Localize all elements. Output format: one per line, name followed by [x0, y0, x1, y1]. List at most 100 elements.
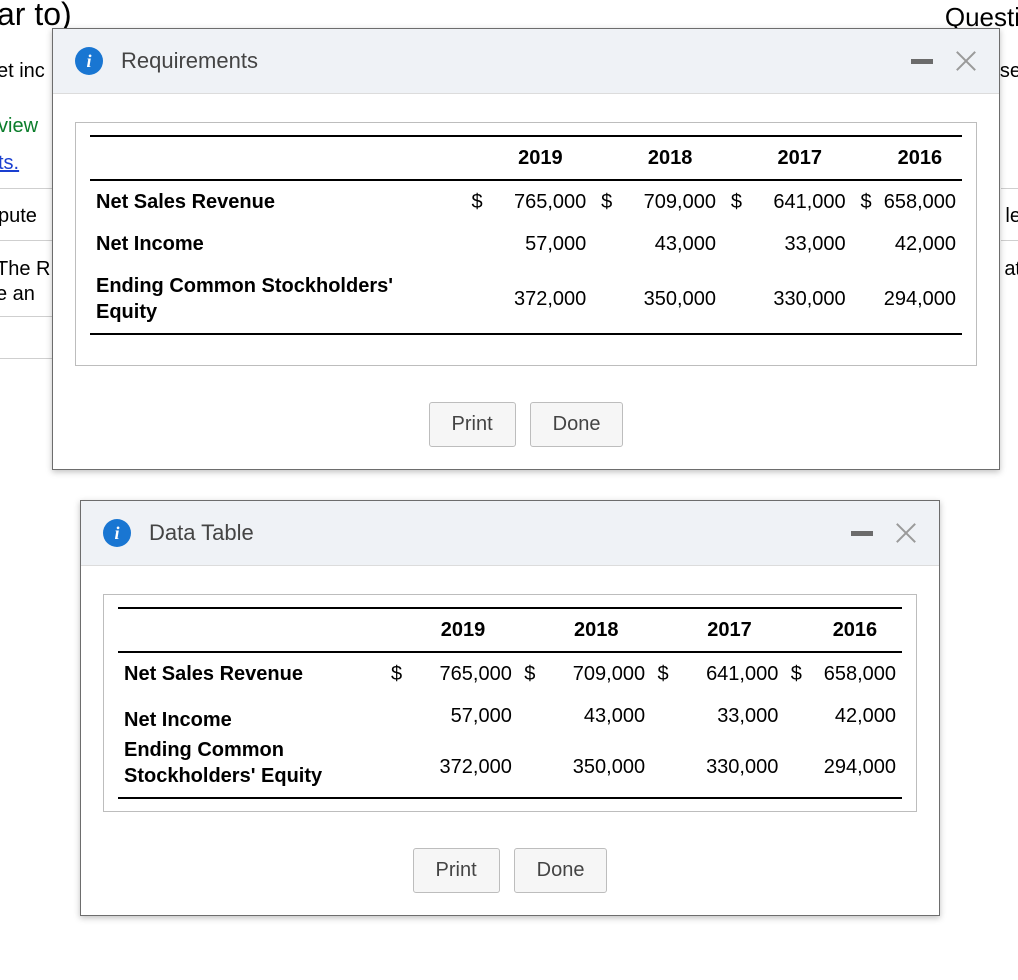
bg-frag: at: [1004, 258, 1018, 281]
button-row: Print Done: [53, 384, 999, 469]
cell-value: 372,000: [408, 737, 518, 798]
col-header: 2017: [675, 608, 785, 652]
cell-value: 57,000: [408, 695, 518, 737]
dollar-sign: $: [651, 652, 675, 695]
minimize-icon[interactable]: [851, 531, 873, 536]
dialog-title: Requirements: [121, 48, 258, 74]
dialog-body: 2019 2018 2017 2016 Net Sales Revenue $ …: [81, 566, 939, 830]
bg-frag: le: [1005, 205, 1018, 228]
cell-value: 42,000: [878, 223, 962, 265]
table-row: Net Income 57,000 43,000 33,000 42,000: [90, 223, 962, 265]
table-frame: 2019 2018 2017 2016 Net Sales Revenue $ …: [103, 594, 917, 812]
close-icon[interactable]: [895, 522, 917, 544]
cell-value: 43,000: [541, 695, 651, 737]
dialog-title: Data Table: [149, 520, 254, 546]
cell-value: 330,000: [748, 265, 852, 334]
row-label: Net Sales Revenue: [118, 652, 385, 695]
cell-value: 765,000: [408, 652, 518, 695]
cell-value: 709,000: [618, 180, 722, 223]
dollar-sign: $: [852, 180, 878, 223]
financial-table: 2019 2018 2017 2016 Net Sales Revenue $ …: [118, 607, 902, 799]
dollar-sign: [852, 265, 878, 334]
info-icon: i: [103, 519, 131, 547]
bg-link-green[interactable]: view: [0, 115, 38, 138]
col-header-dol: [385, 608, 409, 652]
row-label: Net Sales Revenue: [90, 180, 463, 223]
dollar-sign: [784, 737, 808, 798]
dialog-header: i Requirements: [53, 29, 999, 94]
done-button[interactable]: Done: [514, 848, 608, 893]
dollar-sign: $: [463, 180, 489, 223]
cell-value: 42,000: [808, 695, 902, 737]
dollar-sign: $: [385, 652, 409, 695]
col-header-dol: [722, 136, 748, 180]
bg-frag: e an: [0, 283, 35, 306]
col-header-blank: [118, 608, 385, 652]
bg-link-blue[interactable]: ts.: [0, 152, 19, 175]
dollar-sign: [592, 265, 618, 334]
dollar-sign: $: [784, 652, 808, 695]
table-row: Net Sales Revenue $ 765,000 $ 709,000 $ …: [90, 180, 962, 223]
cell-value: 330,000: [675, 737, 785, 798]
dollar-sign: [784, 695, 808, 737]
dollar-sign: $: [518, 652, 542, 695]
minimize-icon[interactable]: [911, 59, 933, 64]
bg-frag: The R: [0, 258, 50, 281]
cell-value: 658,000: [878, 180, 962, 223]
cell-value: 294,000: [808, 737, 902, 798]
cell-value: 350,000: [618, 265, 722, 334]
cell-value: 294,000: [878, 265, 962, 334]
button-row: Print Done: [81, 830, 939, 915]
col-header-dol: [463, 136, 489, 180]
cell-value: 43,000: [618, 223, 722, 265]
cell-value: 658,000: [808, 652, 902, 695]
cell-value: 33,000: [675, 695, 785, 737]
col-header: 2016: [808, 608, 902, 652]
dollar-sign: [852, 223, 878, 265]
col-header: 2018: [541, 608, 651, 652]
bg-frag: pute: [0, 205, 37, 228]
col-header-dol: [592, 136, 618, 180]
dialog-body: 2019 2018 2017 2016 Net Sales Revenue $ …: [53, 94, 999, 384]
dollar-sign: [592, 223, 618, 265]
bg-frag: se: [1000, 60, 1018, 83]
col-header: 2019: [408, 608, 518, 652]
cell-value: 57,000: [489, 223, 593, 265]
table-row: Ending Common Stockholders' Equity 372,0…: [118, 737, 902, 798]
col-header: 2017: [748, 136, 852, 180]
dollar-sign: $: [592, 180, 618, 223]
dollar-sign: [463, 265, 489, 334]
dollar-sign: [518, 737, 542, 798]
dollar-sign: [651, 695, 675, 737]
print-button[interactable]: Print: [413, 848, 500, 893]
dollar-sign: [518, 695, 542, 737]
print-button[interactable]: Print: [429, 402, 516, 447]
cell-value: 350,000: [541, 737, 651, 798]
col-header: 2018: [618, 136, 722, 180]
col-header-blank: [90, 136, 463, 180]
dollar-sign: [722, 223, 748, 265]
cell-value: 641,000: [675, 652, 785, 695]
dollar-sign: [722, 265, 748, 334]
table-header-row: 2019 2018 2017 2016: [90, 136, 962, 180]
row-label: Net Income: [90, 223, 463, 265]
done-button[interactable]: Done: [530, 402, 624, 447]
row-label: Ending Common Stockholders' Equity: [90, 265, 463, 334]
col-header-dol: [651, 608, 675, 652]
table-row: Net Income 57,000 43,000 33,000 42,000: [118, 695, 902, 737]
row-label: Ending Common Stockholders' Equity: [118, 737, 385, 798]
dollar-sign: [385, 695, 409, 737]
col-header: 2016: [878, 136, 962, 180]
col-header-dol: [852, 136, 878, 180]
table-header-row: 2019 2018 2017 2016: [118, 608, 902, 652]
cell-value: 33,000: [748, 223, 852, 265]
table-frame: 2019 2018 2017 2016 Net Sales Revenue $ …: [75, 122, 977, 366]
data-table-dialog: i Data Table: [80, 500, 940, 916]
info-icon: i: [75, 47, 103, 75]
col-header-dol: [784, 608, 808, 652]
close-icon[interactable]: [955, 50, 977, 72]
col-header-dol: [518, 608, 542, 652]
requirements-dialog: i Requirements: [52, 28, 1000, 470]
cell-value: 641,000: [748, 180, 852, 223]
dollar-sign: [385, 737, 409, 798]
